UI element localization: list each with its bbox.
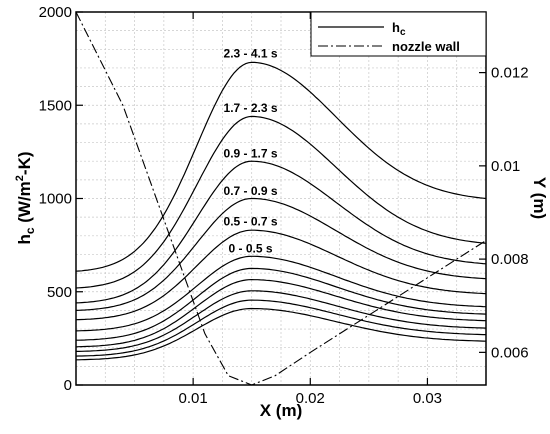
band-labels-group: 2.3 - 4.1 s 1.7 - 2.3 s 0.9 - 1.7 s 0.7 - 0… xyxy=(224,47,278,256)
hc-curve-1 xyxy=(75,299,486,357)
y-left-title-unit: (W/m xyxy=(15,181,34,227)
x-tick-label-2: 0.03 xyxy=(413,390,442,407)
hc-curve-5 xyxy=(75,255,487,332)
x-axis-title: X (m) xyxy=(260,401,303,420)
band-label-4: 0.5 - 0.7 s xyxy=(224,215,278,229)
hc-curve-4 xyxy=(76,267,487,341)
legend-box xyxy=(310,11,487,57)
y-right-tick-label-2: 0.01 xyxy=(491,158,520,175)
legend-hc-main: h xyxy=(392,20,400,35)
y-left-tick-label-4: 2000 xyxy=(39,4,72,21)
hc-curve-3 xyxy=(75,278,487,348)
y-left-tick-label-3: 1500 xyxy=(39,97,72,114)
hc-curve-8 xyxy=(75,160,487,304)
hc-curve-7 xyxy=(75,197,487,311)
band-label-3: 0.7 - 0.9 s xyxy=(224,184,278,198)
y-right-tick-label-0: 0.006 xyxy=(491,344,529,361)
y-left-tick-label-0: 0 xyxy=(64,377,72,394)
legend-nozzle-label: nozzle wall xyxy=(392,39,460,54)
ticks-group xyxy=(76,11,486,386)
tick-labels-group: 0.01 0.02 0.03 0 500 1000 1500 2000 0.006 0.008 0.… xyxy=(39,4,529,407)
y-left-title-unit-end: -K) xyxy=(15,151,34,175)
legend: hc nozzle wall xyxy=(310,11,487,57)
hc-curve-2 xyxy=(76,290,487,352)
y-right-tick-label-3: 0.012 xyxy=(491,65,529,82)
y-right-axis-title: Y (m) xyxy=(530,177,549,219)
y-left-axis-title: hc (W/m2-K) xyxy=(14,151,37,244)
x-tick-label-0: 0.01 xyxy=(179,390,208,407)
hc-series-group xyxy=(75,61,487,361)
hc-curve-10 xyxy=(75,61,487,272)
y-left-tick-label-2: 1000 xyxy=(39,191,72,208)
y-left-title-sup: 2 xyxy=(14,175,26,181)
x-tick-label-1: 0.02 xyxy=(296,390,325,407)
legend-hc-sub: c xyxy=(400,27,406,38)
hc-curve-0 xyxy=(76,307,487,361)
grid xyxy=(76,12,486,385)
band-label-0: 2.3 - 4.1 s xyxy=(224,47,278,61)
y-left-tick-label-1: 500 xyxy=(47,284,72,301)
band-label-2: 0.9 - 1.7 s xyxy=(224,146,278,160)
hc-curve-9 xyxy=(75,115,487,289)
legend-hc-label: hc xyxy=(392,20,406,38)
y-left-title-sub: c xyxy=(23,227,37,234)
hc-curve-6 xyxy=(75,229,487,321)
band-label-5: 0 - 0.5 s xyxy=(229,242,273,256)
y-right-tick-label-1: 0.008 xyxy=(491,251,529,268)
band-label-1: 1.7 - 2.3 s xyxy=(224,101,278,115)
y-left-title-main: h xyxy=(15,234,34,244)
